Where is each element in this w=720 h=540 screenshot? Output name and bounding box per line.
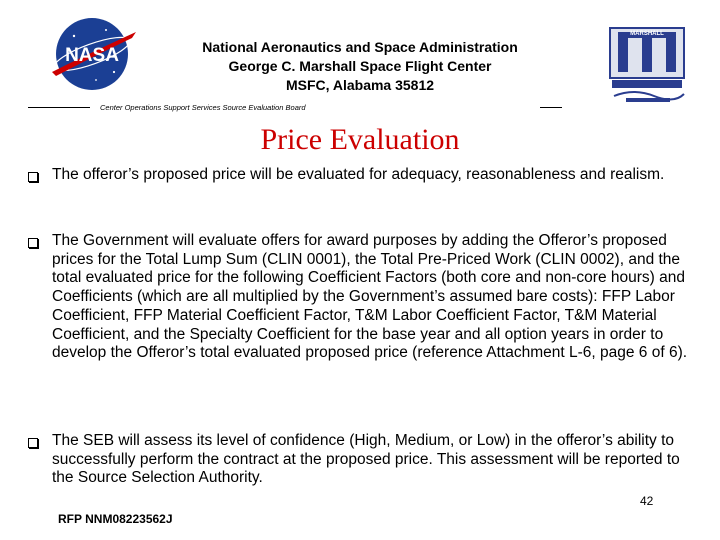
center-name: George C. Marshall Space Flight Center (228, 58, 492, 74)
nasa-logo-icon: NASA (52, 18, 136, 90)
bullet-text: The SEB will assess its level of confide… (52, 432, 680, 487)
bullet-text: The Government will evaluate offers for … (52, 232, 688, 362)
checkbox-bullet-icon (28, 172, 38, 182)
page-number: 42 (640, 494, 654, 508)
center-location: MSFC, Alabama 35812 (285, 77, 435, 93)
org-name: National Aeronautics and Space Administr… (202, 39, 518, 55)
checkbox-bullet-icon (28, 438, 38, 448)
svg-text:MARSHALL: MARSHALL (630, 31, 664, 37)
rfp-reference: RFP NNM08223562J (58, 512, 173, 526)
bullet-text: The offeror’s proposed price will be eva… (52, 166, 665, 183)
board-line: Center Operations Support Services Sourc… (92, 102, 562, 114)
header-divider-left (28, 107, 90, 108)
svg-text:NASA: NASA (65, 45, 119, 66)
header-block: National Aeronautics and Space Administr… (140, 38, 580, 95)
board-name: Center Operations Support Services Sourc… (100, 103, 306, 112)
checkbox-bullet-icon (28, 238, 38, 248)
msfc-logo-icon: MARSHALL (609, 27, 685, 102)
slide-title: Price Evaluation (260, 123, 460, 156)
header-divider-right (540, 107, 562, 108)
